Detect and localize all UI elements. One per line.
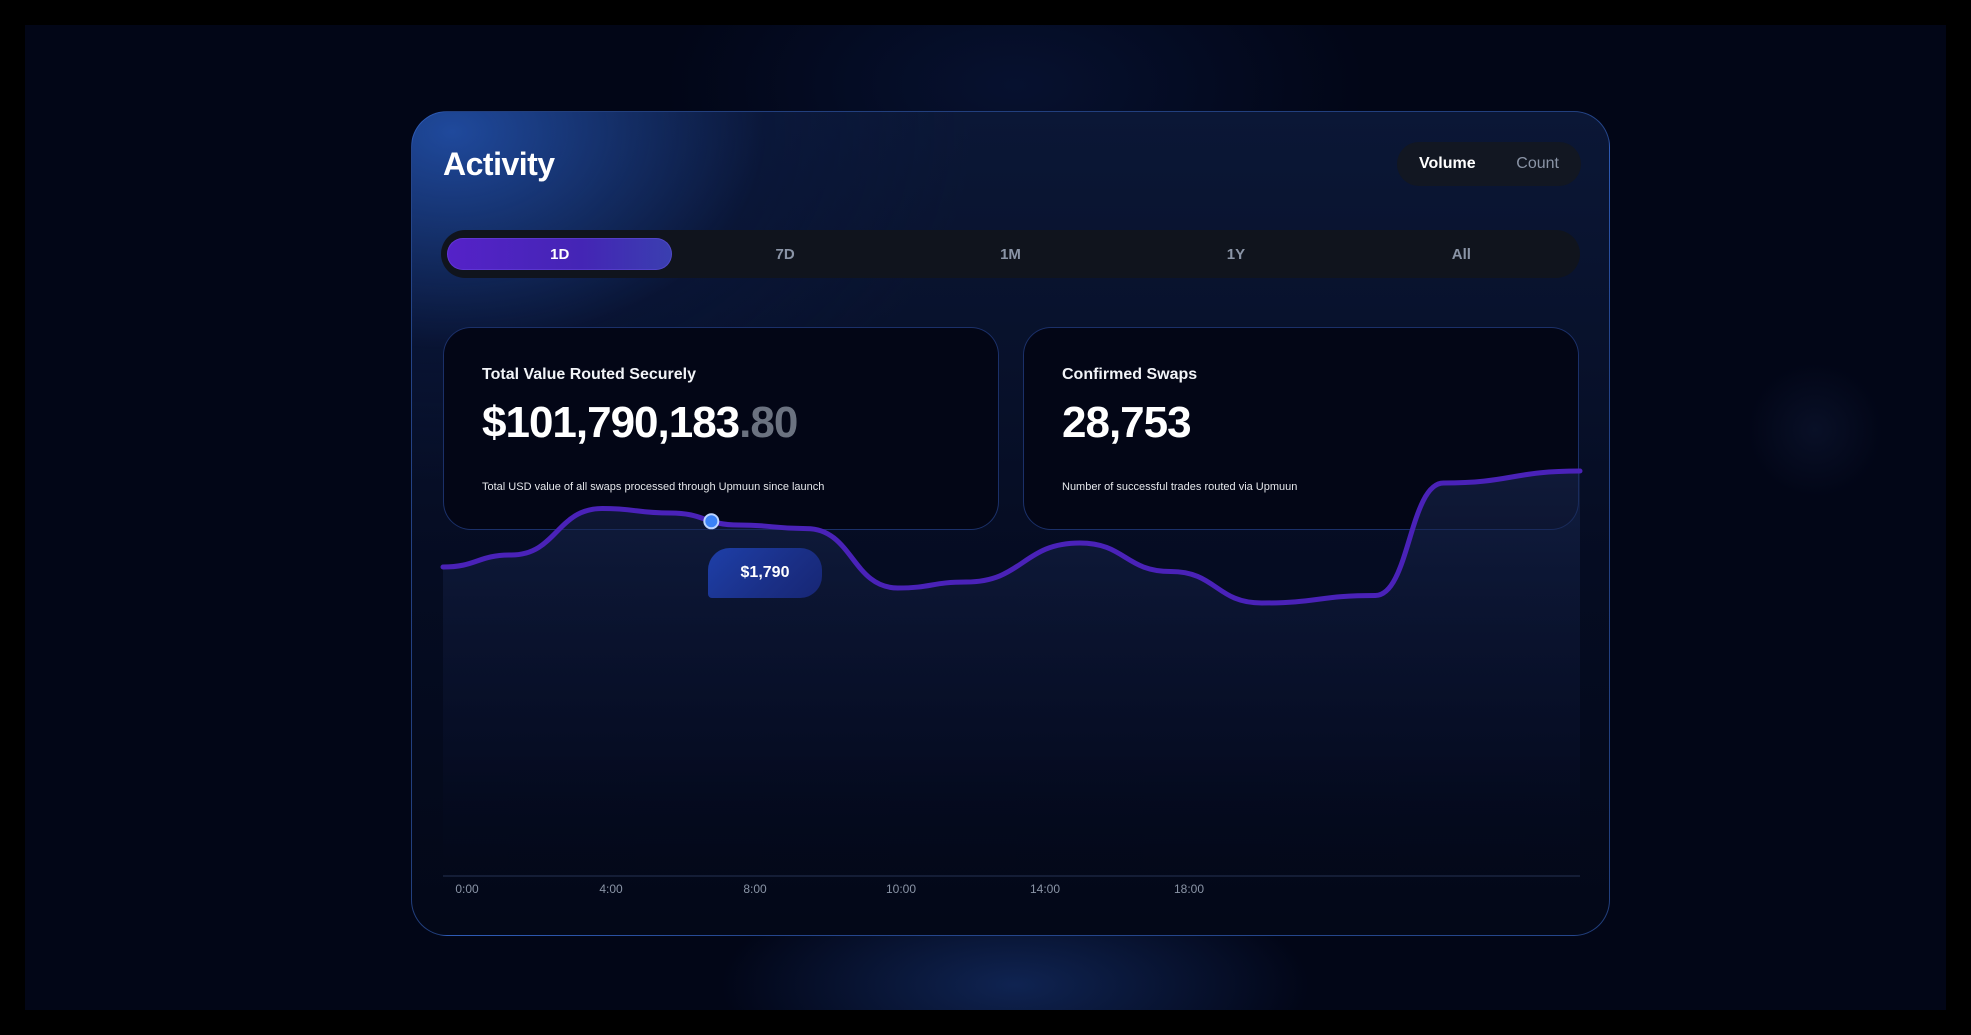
activity-chart bbox=[440, 468, 1583, 877]
x-tick-label: 4:00 bbox=[599, 882, 623, 896]
toggle-volume[interactable]: Volume bbox=[1419, 155, 1476, 172]
stat-description: Total USD value of all swaps processed t… bbox=[482, 481, 825, 493]
toggle-count[interactable]: Count bbox=[1516, 155, 1559, 172]
tab-all[interactable]: All bbox=[1451, 245, 1471, 263]
stat-value-main: 28,753 bbox=[1062, 398, 1192, 447]
stat-card-total-value: Total Value Routed Securely $101,790,183… bbox=[443, 327, 999, 530]
background-decoration bbox=[1745, 365, 1885, 495]
stat-label: Confirmed Swaps bbox=[1062, 366, 1198, 383]
stat-label: Total Value Routed Securely bbox=[482, 366, 696, 383]
app-frame: Activity Volume Count 1D 7D 1M 1Y All To… bbox=[25, 25, 1946, 1010]
stat-value-main: $101,790,183 bbox=[482, 398, 740, 447]
activity-card: Activity Volume Count 1D 7D 1M 1Y All To… bbox=[411, 111, 1610, 936]
page-title: Activity bbox=[443, 146, 555, 182]
tab-1d[interactable]: 1D bbox=[447, 238, 673, 270]
x-tick-label: 18:00 bbox=[1173, 882, 1205, 896]
tab-1y[interactable]: 1Y bbox=[1226, 245, 1246, 263]
chart-highlight-point[interactable] bbox=[703, 513, 720, 530]
chart-tooltip: $1,790 bbox=[708, 548, 822, 598]
tab-7d[interactable]: 7D bbox=[775, 245, 795, 263]
x-tick-label: 8:00 bbox=[743, 882, 767, 896]
stat-value-fraction: .80 bbox=[739, 398, 798, 447]
x-tick-label: 0:00 bbox=[455, 882, 479, 896]
stat-value: $101,790,183.80 bbox=[482, 398, 798, 448]
x-tick-label: 10:00 bbox=[885, 882, 917, 896]
time-range-selector: 1D 7D 1M 1Y All bbox=[441, 230, 1580, 278]
metric-toggle[interactable]: Volume Count bbox=[1397, 142, 1581, 186]
stat-description: Number of successful trades routed via U… bbox=[1062, 481, 1298, 493]
chart-series-line bbox=[440, 468, 1583, 606]
tab-1m[interactable]: 1M bbox=[1000, 245, 1021, 263]
stat-value: 28,753 bbox=[1062, 398, 1192, 448]
x-tick-label: 14:00 bbox=[1029, 882, 1061, 896]
